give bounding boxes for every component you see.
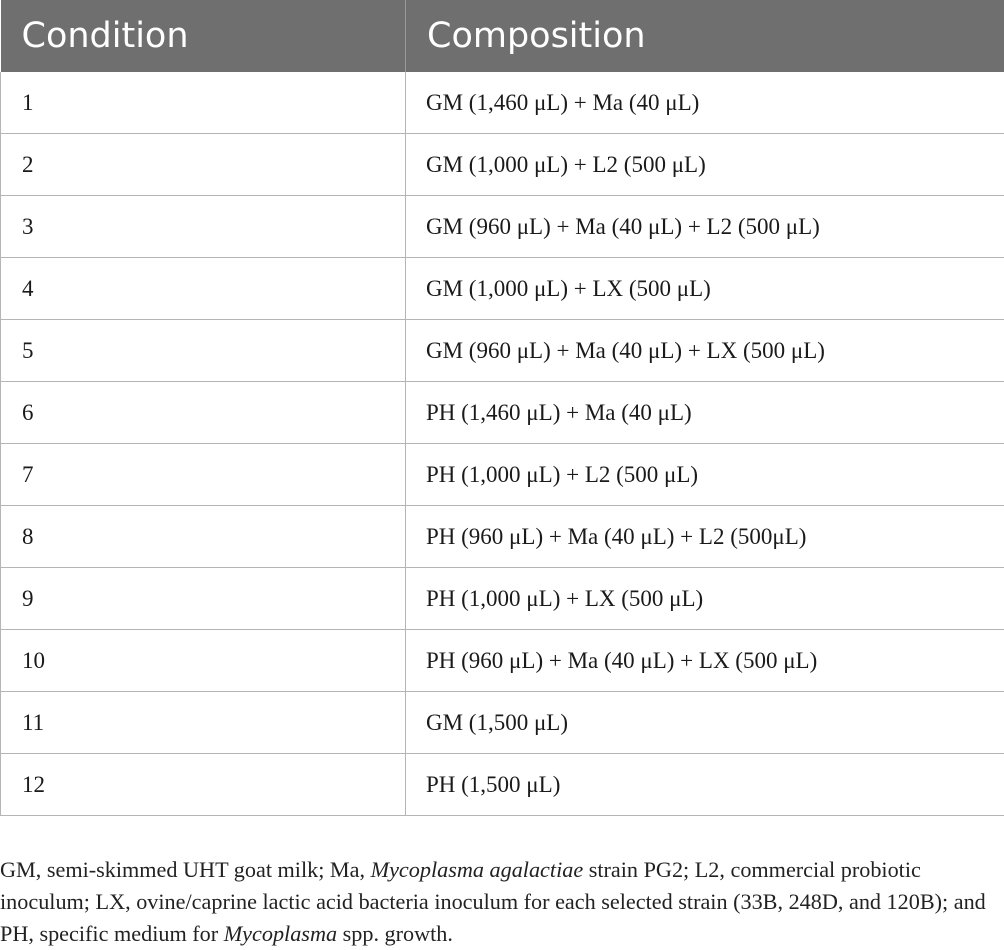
condition-cell: 8 [1,506,406,568]
table-row: 3 GM (960 μL) + Ma (40 μL) + L2 (500 μL) [1,196,1004,258]
table-header: Condition Composition [1,0,1004,72]
condition-cell: 6 [1,382,406,444]
composition-cell: GM (960 μL) + Ma (40 μL) + LX (500 μL) [406,320,1004,382]
condition-cell: 10 [1,630,406,692]
footnote-text-3: spp. growth. [337,921,453,946]
condition-cell: 3 [1,196,406,258]
composition-cell: PH (1,500 μL) [406,754,1004,816]
column-header-condition: Condition [1,0,406,72]
condition-cell: 12 [1,754,406,816]
table-row: 9 PH (1,000 μL) + LX (500 μL) [1,568,1004,630]
condition-cell: 7 [1,444,406,506]
condition-cell: 11 [1,692,406,754]
composition-table: Condition Composition 1 GM (1,460 μL) + … [0,0,1004,816]
composition-cell: GM (960 μL) + Ma (40 μL) + L2 (500 μL) [406,196,1004,258]
table-row: 7 PH (1,000 μL) + L2 (500 μL) [1,444,1004,506]
composition-cell: GM (1,460 μL) + Ma (40 μL) [406,72,1004,134]
condition-cell: 5 [1,320,406,382]
table-footnote: GM, semi-skimmed UHT goat milk; Ma, Myco… [0,854,1004,950]
table-row: 12 PH (1,500 μL) [1,754,1004,816]
condition-cell: 2 [1,134,406,196]
table-row: 6 PH (1,460 μL) + Ma (40 μL) [1,382,1004,444]
table-row: 10 PH (960 μL) + Ma (40 μL) + LX (500 μL… [1,630,1004,692]
condition-cell: 4 [1,258,406,320]
composition-table-container: Condition Composition 1 GM (1,460 μL) + … [0,0,1004,816]
composition-cell: PH (1,460 μL) + Ma (40 μL) [406,382,1004,444]
table-row: 11 GM (1,500 μL) [1,692,1004,754]
composition-cell: PH (1,000 μL) + L2 (500 μL) [406,444,1004,506]
footnote-italic-genus: Mycoplasma [224,921,337,946]
table-row: 4 GM (1,000 μL) + LX (500 μL) [1,258,1004,320]
composition-cell: PH (960 μL) + Ma (40 μL) + LX (500 μL) [406,630,1004,692]
composition-cell: GM (1,000 μL) + L2 (500 μL) [406,134,1004,196]
composition-cell: GM (1,000 μL) + LX (500 μL) [406,258,1004,320]
footnote-italic-species: Mycoplasma agalactiae [371,857,584,882]
header-row: Condition Composition [1,0,1004,72]
table-row: 5 GM (960 μL) + Ma (40 μL) + LX (500 μL) [1,320,1004,382]
composition-cell: PH (960 μL) + Ma (40 μL) + L2 (500μL) [406,506,1004,568]
condition-cell: 9 [1,568,406,630]
composition-cell: GM (1,500 μL) [406,692,1004,754]
column-header-composition: Composition [406,0,1004,72]
table-row: 1 GM (1,460 μL) + Ma (40 μL) [1,72,1004,134]
footnote-text-1: GM, semi-skimmed UHT goat milk; Ma, [0,857,371,882]
composition-cell: PH (1,000 μL) + LX (500 μL) [406,568,1004,630]
table-row: 2 GM (1,000 μL) + L2 (500 μL) [1,134,1004,196]
table-row: 8 PH (960 μL) + Ma (40 μL) + L2 (500μL) [1,506,1004,568]
condition-cell: 1 [1,72,406,134]
table-body: 1 GM (1,460 μL) + Ma (40 μL) 2 GM (1,000… [1,72,1004,816]
